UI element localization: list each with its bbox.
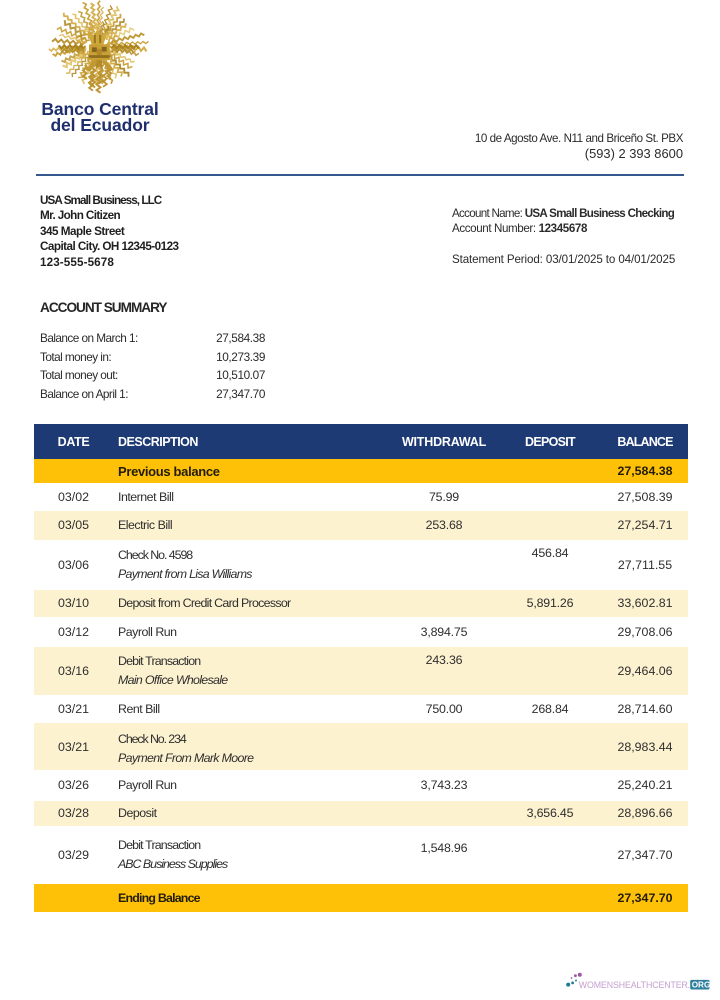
svg-text:WOMENSHEALTHCENTER.: WOMENSHEALTHCENTER.	[579, 980, 690, 990]
svg-text:ORG: ORG	[692, 981, 711, 990]
